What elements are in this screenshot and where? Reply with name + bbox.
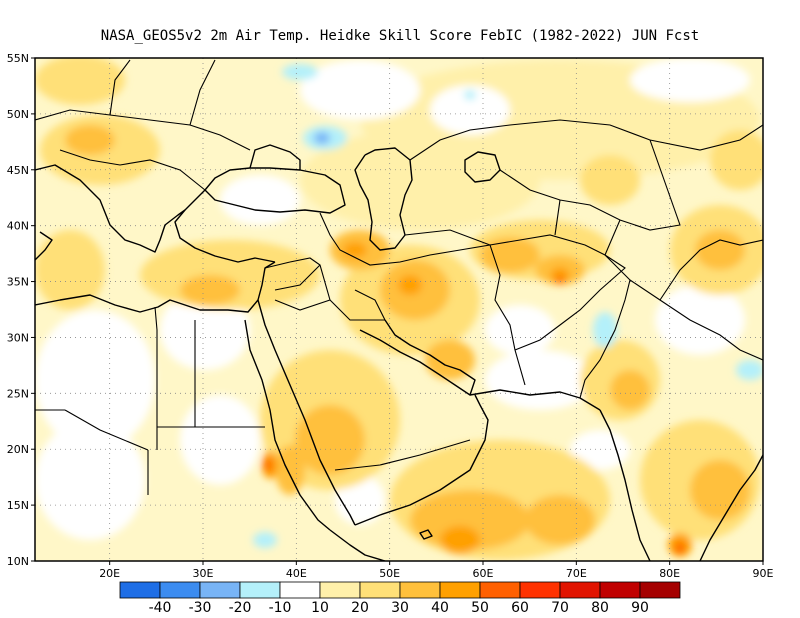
colorbar-swatch	[199, 581, 241, 599]
lon-tick-label: 50E	[379, 567, 400, 580]
colorbar-label: 50	[471, 600, 489, 616]
colorbar-swatch	[519, 581, 561, 599]
colorbar-label: 80	[591, 600, 609, 616]
colorbar-label: -20	[229, 600, 252, 616]
lat-tick-label: 40N	[7, 220, 29, 233]
colorbar-swatch	[279, 581, 321, 599]
colorbar-label: 70	[551, 600, 569, 616]
lat-tick-label: 50N	[7, 108, 29, 121]
lon-tick-label: 70E	[566, 567, 587, 580]
plot-frame	[34, 57, 764, 562]
colorbar-swatch	[359, 581, 401, 599]
colorbar-label: 60	[511, 600, 529, 616]
longitude-labels: 20E 30E 40E 50E 60E 70E 80E 90E	[99, 561, 774, 580]
lat-tick-label: 30N	[7, 331, 29, 344]
colorbar-swatch	[239, 581, 281, 599]
skill-field	[35, 58, 763, 561]
colorbar-swatch	[439, 581, 481, 599]
colorbar-swatch	[639, 581, 681, 599]
lon-tick-label: 80E	[659, 567, 680, 580]
colorbar-label: 20	[351, 600, 369, 616]
colorbar-label: 40	[431, 600, 449, 616]
lat-tick-label: 45N	[7, 164, 29, 177]
lon-tick-label: 30E	[193, 567, 214, 580]
colorbar-swatch	[159, 581, 201, 599]
lat-tick-label: 15N	[7, 499, 29, 512]
colorbar-swatch	[559, 581, 601, 599]
lon-tick-label: 20E	[99, 567, 120, 580]
lat-tick-label: 10N	[7, 555, 29, 568]
lat-tick-label: 55N	[7, 52, 29, 65]
colorbar-swatch	[399, 581, 441, 599]
lon-tick-label: 40E	[286, 567, 307, 580]
lat-tick-label: 25N	[7, 387, 29, 400]
colorbar-label: -30	[189, 600, 212, 616]
colorbar-label: -40	[149, 600, 172, 616]
colorbar-swatch	[599, 581, 641, 599]
colorbar-label: -10	[269, 600, 292, 616]
colorbar-label: 10	[311, 600, 329, 616]
lat-tick-label: 35N	[7, 276, 29, 289]
colorbar: -40 -30 -20 -10 10 20 30 40 50 60 70 80 90	[119, 581, 681, 616]
latitude-labels: 10N 15N 20N 25N 30N 35N 40N 45N 50N 55N	[7, 52, 35, 568]
lon-tick-label: 60E	[473, 567, 494, 580]
colorbar-swatch	[479, 581, 521, 599]
lat-tick-label: 20N	[7, 443, 29, 456]
lon-tick-label: 90E	[753, 567, 774, 580]
map-title: NASA_GEOS5v2 2m Air Temp. Heidke Skill S…	[100, 28, 700, 44]
colorbar-swatch	[119, 581, 161, 599]
colorbar-swatch	[319, 581, 361, 599]
coastlines	[35, 144, 763, 561]
colorbar-label: 90	[631, 600, 649, 616]
country-borders	[35, 59, 763, 495]
colorbar-label: 30	[391, 600, 409, 616]
